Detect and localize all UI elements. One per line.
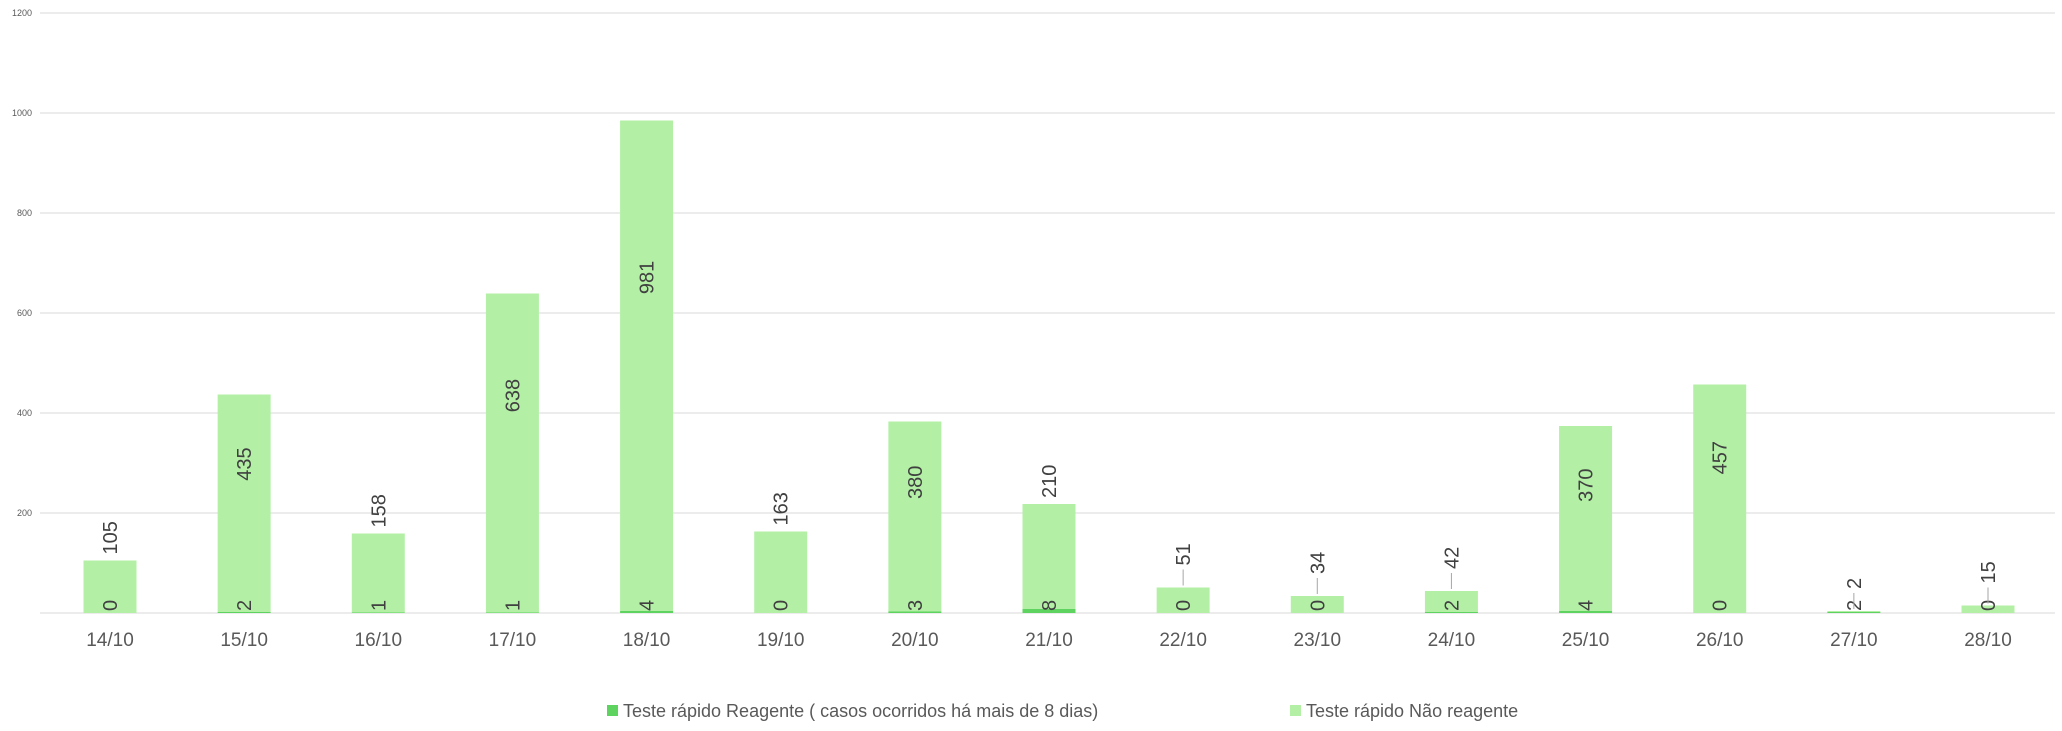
bar-reagente [1424, 612, 1478, 613]
bar-nao-reagente [1827, 611, 1881, 612]
data-label-reagente: 4 [1576, 600, 1598, 611]
data-label-nao-reagente: 158 [368, 494, 390, 527]
data-label-reagente: 1 [502, 600, 524, 611]
x-tick-label: 16/10 [355, 630, 403, 651]
data-label-reagente: 2 [1844, 600, 1866, 611]
y-tick-label: 1000 [12, 108, 32, 118]
y-tick-label: 1200 [12, 8, 32, 18]
bar-nao-reagente [1693, 384, 1747, 613]
data-label-reagente: 0 [100, 600, 122, 611]
x-tick-label: 15/10 [220, 630, 268, 651]
y-tick-label: 200 [17, 508, 32, 518]
data-label-reagente: 0 [771, 600, 793, 611]
bar-reagente [620, 611, 674, 613]
bar-nao-reagente [1156, 587, 1210, 613]
y-axis: 200 400 600 800 1000 1200 [12, 8, 32, 518]
data-label-nao-reagente: 163 [771, 492, 793, 525]
data-label-nao-reagente: 457 [1710, 441, 1732, 474]
x-tick-label: 20/10 [891, 630, 939, 651]
bar-nao-reagente [485, 293, 539, 613]
bar-nao-reagente [888, 421, 942, 612]
data-label-reagente: 0 [1978, 600, 2000, 611]
data-label-nao-reagente: 51 [1173, 543, 1195, 565]
data-label-nao-reagente: 638 [502, 379, 524, 412]
legend-label: Teste rápido Não reagente [1306, 701, 1518, 721]
data-label-reagente: 3 [905, 600, 927, 611]
data-label-reagente: 0 [1710, 600, 1732, 611]
data-label-nao-reagente: 981 [637, 261, 659, 294]
data-label-reagente: 8 [1039, 600, 1061, 611]
data-label-nao-reagente: 34 [1307, 552, 1329, 574]
x-tick-label: 27/10 [1830, 630, 1878, 651]
x-tick-label: 19/10 [757, 630, 805, 651]
data-label-nao-reagente: 42 [1441, 547, 1463, 569]
bar-nao-reagente [754, 531, 808, 613]
bar-nao-reagente [1290, 596, 1344, 613]
y-tick-label: 400 [17, 408, 32, 418]
bar-nao-reagente [1022, 504, 1076, 609]
data-label-nao-reagente: 370 [1576, 469, 1598, 502]
legend-label: Teste rápido Reagente ( casos ocorridos … [623, 701, 1098, 721]
y-tick-label: 600 [17, 308, 32, 318]
legend-swatch [607, 705, 618, 716]
bar-nao-reagente [217, 394, 271, 612]
data-label-nao-reagente: 210 [1039, 465, 1061, 498]
data-label-reagente: 0 [1173, 600, 1195, 611]
y-tick-label: 800 [17, 208, 32, 218]
x-tick-label: 18/10 [623, 630, 671, 651]
data-label-reagente: 4 [637, 600, 659, 611]
bars [83, 120, 2015, 613]
x-tick-label: 24/10 [1428, 630, 1476, 651]
bar-reagente [1827, 612, 1881, 613]
bar-reagente [1559, 611, 1613, 613]
data-label-nao-reagente: 380 [905, 466, 927, 499]
bar-reagente [485, 612, 539, 613]
x-tick-label: 25/10 [1562, 630, 1610, 651]
x-tick-label: 23/10 [1294, 630, 1342, 651]
data-label-nao-reagente: 2 [1844, 578, 1866, 589]
x-tick-label: 14/10 [86, 630, 134, 651]
bar-reagente [1022, 609, 1076, 613]
bar-reagente [217, 612, 271, 613]
bar-nao-reagente [620, 120, 674, 611]
x-tick-label: 17/10 [489, 630, 537, 651]
bar-nao-reagente [1961, 605, 2015, 613]
bar-reagente [351, 612, 405, 613]
bar-reagente [888, 611, 942, 613]
x-tick-label: 26/10 [1696, 630, 1744, 651]
x-tick-label: 22/10 [1159, 630, 1207, 651]
data-labels: 0 105 2 435 1 158 1 638 4 981 0 163 3 380 8 210 0 51 0 34 2 4… [100, 261, 2000, 611]
data-label-nao-reagente: 105 [100, 521, 122, 554]
data-label-nao-reagente: 435 [234, 447, 256, 480]
data-label-reagente: 2 [234, 600, 256, 611]
bar-nao-reagente [1559, 426, 1613, 611]
bar-nao-reagente [83, 560, 137, 613]
legend: Teste rápido Reagente ( casos ocorridos … [607, 701, 1518, 721]
x-axis: 14/10 15/10 16/10 17/10 18/10 19/10 20/10 21/10… [86, 630, 2012, 651]
data-label-reagente: 1 [368, 600, 390, 611]
bar-nao-reagente [351, 533, 405, 613]
data-label-nao-reagente: 15 [1978, 561, 2000, 583]
data-label-reagente: 0 [1307, 600, 1329, 611]
data-label-reagente: 2 [1441, 600, 1463, 611]
bar-nao-reagente [1424, 591, 1478, 612]
legend-swatch [1290, 705, 1301, 716]
x-tick-label: 28/10 [1964, 630, 2012, 651]
x-tick-label: 21/10 [1025, 630, 1073, 651]
